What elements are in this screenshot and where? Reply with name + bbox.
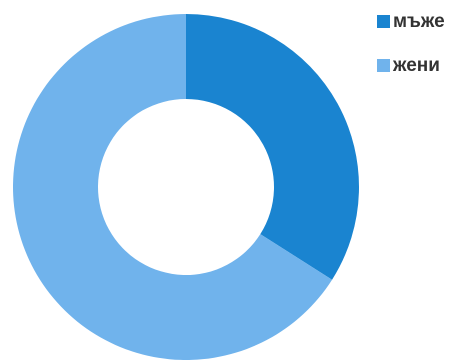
legend-label: жени bbox=[392, 55, 440, 76]
pie-slice bbox=[13, 14, 333, 360]
legend-swatch bbox=[377, 15, 390, 28]
legend-label: мъже bbox=[393, 11, 445, 32]
pie-slice bbox=[186, 14, 359, 280]
legend-swatch bbox=[377, 59, 390, 72]
